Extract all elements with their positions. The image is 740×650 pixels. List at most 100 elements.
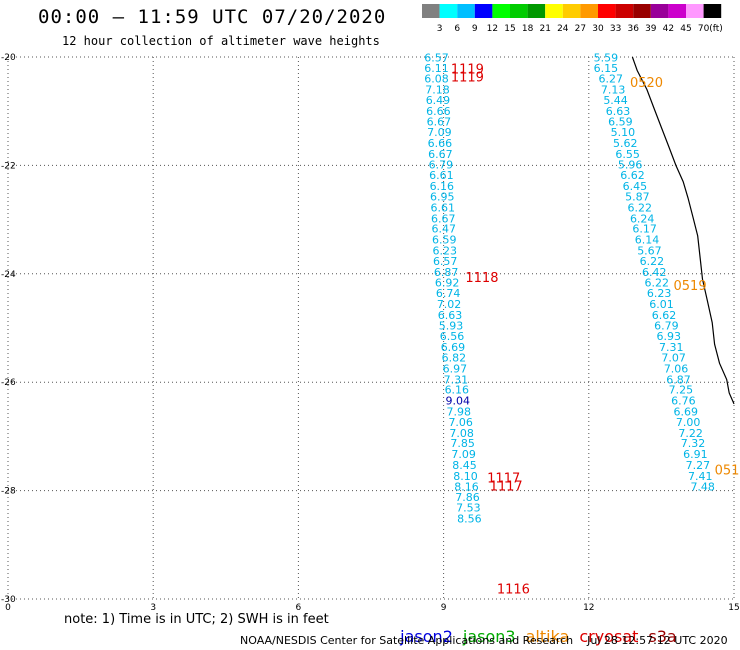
scale-swatch xyxy=(439,4,458,18)
scale-swatch xyxy=(527,4,546,18)
scale-swatch xyxy=(580,4,598,18)
wave-height-label: 7.08 xyxy=(449,427,474,440)
x-tick-label: 6 xyxy=(296,603,302,610)
scale-swatch xyxy=(668,4,686,18)
wave-height-label: 5.67 xyxy=(637,244,662,257)
y-tick-label: -30 xyxy=(1,595,16,605)
wave-height-label: 6.23 xyxy=(647,287,672,300)
wave-height-label: 7.13 xyxy=(601,83,626,96)
legend-jason2: jason2 xyxy=(400,627,453,646)
scale-swatch xyxy=(510,4,528,18)
wave-height-label: 6.79 xyxy=(654,320,679,333)
wave-height-label: 6.61 xyxy=(429,169,454,182)
wave-height-label: 6.62 xyxy=(620,169,645,182)
wave-height-label: 7.25 xyxy=(669,384,694,397)
scale-swatch xyxy=(633,4,651,18)
wave-height-label: 7.41 xyxy=(688,470,713,483)
scale-swatch xyxy=(457,4,475,18)
wave-height-label: 6.74 xyxy=(436,287,461,300)
scale-label: 21 xyxy=(539,24,550,34)
wave-height-label: 9.04 xyxy=(446,394,471,407)
wave-height-label: 6.79 xyxy=(429,159,454,172)
scale-swatch xyxy=(686,4,704,18)
wave-height-label: 7.09 xyxy=(427,126,452,139)
wave-height-label: 6.69 xyxy=(674,405,699,418)
wave-height-label: 7.53 xyxy=(456,502,481,515)
legend-altika: altika xyxy=(525,627,570,646)
scale-unit: (ft) xyxy=(709,24,723,34)
scale-label: 30 xyxy=(592,24,604,34)
wave-height-label: 6.22 xyxy=(628,201,653,214)
y-tick-label: -24 xyxy=(1,270,16,280)
wave-height-label: 6.24 xyxy=(630,212,655,225)
wave-height-label: 6.57 xyxy=(424,51,449,64)
x-tick-label: 9 xyxy=(441,603,447,610)
scale-swatch xyxy=(562,4,581,18)
scale-swatch xyxy=(615,4,634,18)
wave-height-label: 6.23 xyxy=(432,244,457,257)
pass-number-label: 1119 xyxy=(451,70,484,85)
pass-number-label: 1119 xyxy=(451,62,484,77)
pass-number-label: 1118 xyxy=(465,271,498,286)
scale-label: 9 xyxy=(472,24,478,34)
footnote: note: 1) Time is in UTC; 2) SWH is in fe… xyxy=(64,612,329,627)
wave-height-label: 6.14 xyxy=(635,233,660,246)
wave-height-label: 6.66 xyxy=(426,105,451,118)
wave-height-label: 6.61 xyxy=(431,201,456,214)
wave-height-label: 6.62 xyxy=(652,309,677,322)
wave-height-label: 6.01 xyxy=(649,298,674,311)
pass-number-label: 1117 xyxy=(487,471,520,486)
wave-height-label: 8.56 xyxy=(457,513,482,526)
wave-height-map: 0 3 6 9 12 15-20-22-24-26-28-306.576.116.087.… xyxy=(1,51,740,610)
wave-height-label: 7.31 xyxy=(444,373,469,386)
wave-height-label: 7.07 xyxy=(661,352,686,365)
wave-height-label: 7.31 xyxy=(659,341,684,354)
wave-height-label: 6.56 xyxy=(440,330,465,343)
x-tick-label: 0 xyxy=(5,603,11,610)
wave-height-label: 6.87 xyxy=(666,373,691,386)
wave-height-label: 5.44 xyxy=(603,94,628,107)
wave-height-label: 6.63 xyxy=(438,309,463,322)
wave-height-label: 5.96 xyxy=(618,159,643,172)
wave-height-label: 6.63 xyxy=(606,105,631,118)
y-tick-label: -28 xyxy=(1,487,16,497)
scale-swatch xyxy=(703,4,722,18)
scale-swatch xyxy=(474,4,493,18)
wave-height-label: 6.17 xyxy=(632,223,657,236)
scale-label: 15 xyxy=(504,24,515,34)
wave-height-label: 8.10 xyxy=(453,470,478,483)
scale-label: 42 xyxy=(663,24,674,34)
scale-swatch xyxy=(650,4,669,18)
scale-label: 39 xyxy=(645,24,657,34)
wave-height-label: 8.16 xyxy=(454,481,479,494)
scale-label: 70 xyxy=(698,24,710,34)
wave-height-label: 7.98 xyxy=(447,405,472,418)
wave-height-label: 6.69 xyxy=(441,341,466,354)
wave-height-label: 7.02 xyxy=(437,298,462,311)
scale-label: 33 xyxy=(610,24,621,34)
x-tick-label: 15 xyxy=(728,603,739,610)
scale-swatch xyxy=(422,4,440,18)
wave-height-label: 6.82 xyxy=(442,352,467,365)
wave-height-label: 5.10 xyxy=(611,126,636,139)
x-tick-label: 12 xyxy=(583,603,594,610)
scale-label: 18 xyxy=(522,24,534,34)
wave-height-label: 6.59 xyxy=(608,115,633,128)
y-tick-label: -26 xyxy=(1,378,16,388)
wave-height-label: 6.27 xyxy=(598,72,623,85)
wave-height-label: 5.59 xyxy=(594,51,619,64)
wave-height-label: 6.95 xyxy=(430,191,455,204)
wave-height-label: 7.22 xyxy=(678,427,703,440)
wave-height-label: 6.08 xyxy=(424,72,449,85)
scale-swatch xyxy=(598,4,616,18)
wave-height-label: 5.62 xyxy=(613,137,638,150)
page-subtitle: 12 hour collection of altimeter wave hei… xyxy=(62,34,380,48)
wave-height-label: 6.87 xyxy=(434,266,459,279)
wave-height-label: 6.67 xyxy=(427,115,452,128)
wave-height-label: 6.42 xyxy=(642,266,667,279)
wave-height-label: 7.06 xyxy=(448,416,473,429)
wave-height-label: 5.93 xyxy=(439,320,464,333)
satellite-legend: jason2 jason3 altika cryosat s3a xyxy=(390,608,687,646)
scale-label: 3 xyxy=(437,24,443,34)
wave-height-label: 7.85 xyxy=(450,437,475,450)
